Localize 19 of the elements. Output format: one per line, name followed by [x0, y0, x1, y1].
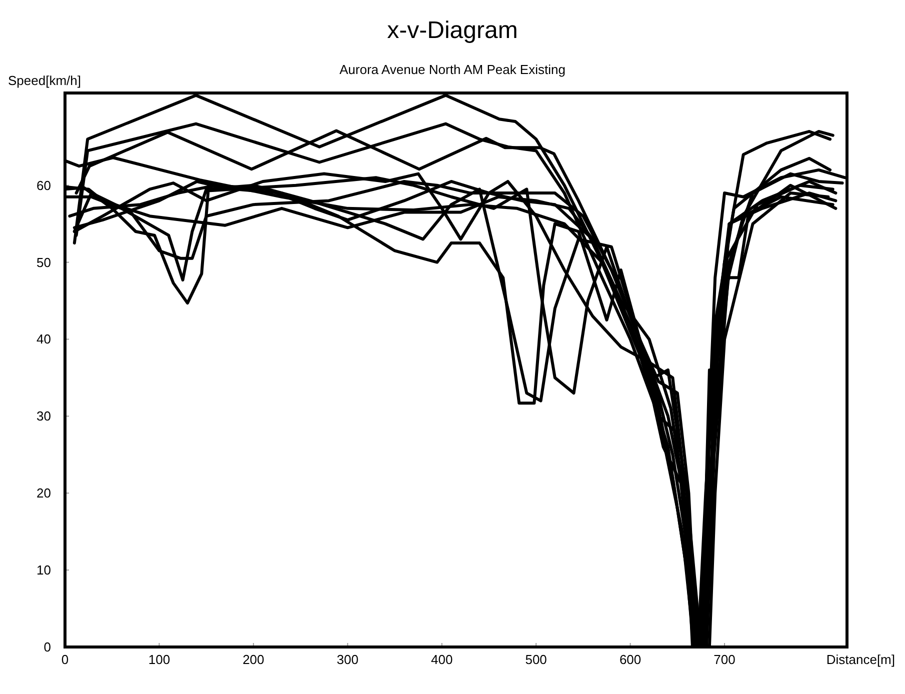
x-tick-label: 300 [336, 652, 358, 667]
y-tick-label: 0 [44, 640, 51, 654]
chart-title: x-v-Diagram [387, 17, 518, 44]
y-tick-label: 40 [36, 332, 51, 347]
x-tick-label: 700 [714, 652, 736, 667]
x-tick-label: 0 [61, 652, 69, 667]
y-tick-label: 20 [36, 486, 51, 501]
x-tick-label: 400 [431, 652, 453, 667]
x-tick-label: 200 [242, 652, 264, 667]
y-tick-label: 30 [36, 408, 51, 424]
chart-subtitle: Aurora Avenue North AM Peak Existing [340, 62, 566, 77]
x-tick-label: 100 [148, 652, 170, 667]
y-tick-label: 60 [36, 178, 51, 193]
y-tick-label: 50 [36, 254, 51, 270]
x-tick-label: 600 [619, 652, 642, 667]
x-tick-label: 500 [525, 652, 547, 667]
y-tick-label: 10 [36, 562, 51, 578]
x-axis-title: Distance[m] [826, 652, 895, 667]
y-axis-title: Speed[km/h] [8, 73, 81, 88]
